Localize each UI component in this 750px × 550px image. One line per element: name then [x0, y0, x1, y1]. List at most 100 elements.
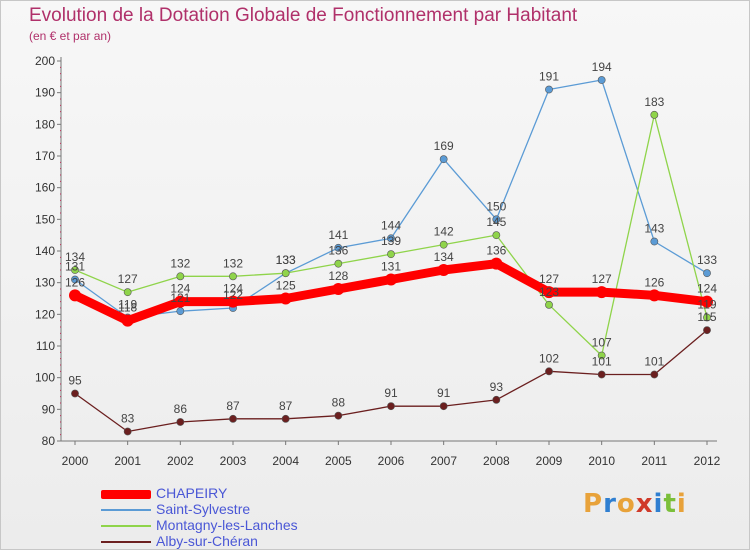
- logo-letter: x: [635, 489, 654, 519]
- logo-letter: r: [603, 489, 617, 519]
- data-point: [176, 272, 185, 281]
- data-point: [229, 272, 237, 281]
- data-label: 126: [644, 275, 664, 289]
- series-line-alby-sur-cheran: [74, 329, 708, 433]
- data-label: 125: [276, 279, 296, 293]
- data-point: [650, 110, 659, 119]
- data-label: 141: [328, 228, 348, 242]
- data-label: 91: [437, 386, 451, 400]
- data-point: [437, 264, 450, 276]
- data-label: 101: [592, 355, 612, 369]
- data-label: 124: [170, 282, 190, 296]
- data-point: [229, 414, 237, 423]
- data-point: [279, 292, 292, 305]
- data-label: 131: [65, 260, 85, 274]
- logo-letter: i: [676, 489, 687, 519]
- data-point: [387, 250, 395, 259]
- legend-swatch: [101, 509, 151, 511]
- y-tick-label: 80: [42, 434, 56, 448]
- data-label: 124: [697, 282, 717, 296]
- data-label: 118: [118, 301, 137, 315]
- data-point: [701, 295, 713, 308]
- data-label: 143: [644, 222, 664, 236]
- data-point: [648, 289, 661, 302]
- data-point: [492, 395, 501, 404]
- data-label: 150: [486, 199, 506, 213]
- legend-label: Montagny-les-Lanches: [156, 517, 298, 533]
- data-label: 123: [539, 285, 559, 299]
- data-label: 87: [279, 399, 293, 413]
- data-label: 132: [170, 256, 190, 270]
- data-label: 139: [381, 234, 401, 248]
- legend-swatch: [101, 541, 151, 543]
- data-label: 133: [697, 253, 717, 267]
- data-point: [595, 286, 608, 299]
- data-label: 145: [486, 215, 506, 229]
- data-label: 93: [490, 380, 504, 394]
- legend-label: Saint-Sylvestre: [156, 501, 251, 517]
- data-point: [545, 300, 553, 309]
- data-label: 83: [121, 412, 135, 426]
- data-point: [385, 273, 397, 286]
- data-label: 136: [486, 244, 506, 258]
- y-tick-label: 160: [35, 181, 55, 195]
- data-label: 144: [381, 218, 401, 232]
- logo-letter: t: [663, 489, 677, 519]
- chart-title: Evolution de la Dotation Globale de Fonc…: [29, 5, 578, 26]
- data-point: [490, 257, 503, 270]
- data-point: [281, 414, 290, 423]
- data-label: 131: [381, 260, 401, 274]
- legend-item: CHAPEIRY: [101, 485, 361, 502]
- data-label: 133: [276, 253, 296, 267]
- legend-swatch: [101, 489, 151, 499]
- data-label: 119: [118, 298, 137, 312]
- data-point: [121, 314, 134, 327]
- proxiti-logo: Proxiti: [583, 489, 687, 519]
- legend-item: Alby-sur-Chéran: [101, 533, 361, 550]
- data-label: 126: [65, 275, 85, 289]
- legend-label: CHAPEIRY: [156, 485, 228, 501]
- data-label: 191: [539, 70, 559, 84]
- x-tick-label: 2000: [62, 454, 89, 468]
- data-label: 107: [592, 336, 612, 350]
- data-point: [387, 402, 395, 411]
- data-label: 86: [174, 402, 188, 416]
- data-label: 119: [697, 298, 716, 312]
- x-tick-label: 2001: [114, 454, 141, 468]
- y-tick-label: 190: [35, 86, 55, 100]
- data-point: [123, 288, 132, 297]
- chart-legend: CHAPEIRY Saint-Sylvestre Montagny-les-Lanc…: [101, 485, 361, 550]
- y-tick-label: 180: [35, 117, 55, 131]
- y-tick-label: 100: [35, 371, 55, 385]
- data-point: [439, 240, 448, 249]
- legend-item: Montagny-les-Lanches: [101, 517, 361, 534]
- data-point: [597, 76, 606, 84]
- data-point: [71, 389, 79, 398]
- x-tick-label: 2007: [430, 454, 457, 468]
- data-point: [439, 402, 448, 411]
- data-label: 133: [276, 253, 296, 267]
- data-label: 136: [328, 244, 348, 258]
- data-point: [439, 155, 448, 164]
- data-label: 128: [328, 269, 348, 283]
- data-label: 134: [65, 250, 85, 264]
- data-label: 132: [223, 256, 243, 270]
- y-tick-label: 150: [35, 212, 55, 226]
- x-tick-label: 2002: [167, 454, 194, 468]
- data-label: 121: [170, 291, 190, 305]
- x-tick-label: 2011: [641, 454, 667, 468]
- data-label: 127: [592, 272, 612, 286]
- data-point: [71, 275, 79, 284]
- x-tick-label: 2006: [378, 454, 405, 468]
- x-tick-label: 2008: [483, 454, 510, 468]
- data-point: [650, 370, 659, 379]
- legend-item: Saint-Sylvestre: [101, 501, 361, 518]
- y-tick-label: 120: [35, 307, 55, 321]
- data-point: [703, 326, 711, 335]
- data-label: 87: [226, 399, 240, 413]
- data-label: 122: [223, 288, 243, 302]
- data-point: [176, 307, 185, 316]
- data-point: [334, 411, 343, 420]
